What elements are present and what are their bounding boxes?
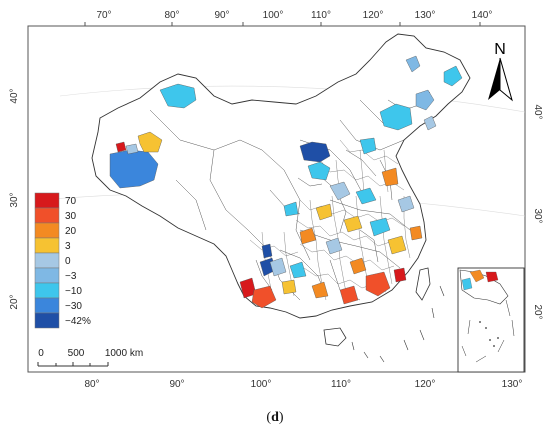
legend-label: 3 — [65, 241, 71, 252]
bottom-longitude-ticks: 80° 90° 100° 110° 120° 130° — [84, 379, 522, 390]
legend-swatch — [34, 192, 60, 209]
region-c-5 — [315, 203, 333, 221]
hainan-island — [323, 327, 347, 347]
taiwan-island — [415, 267, 431, 301]
region-sw-5 — [269, 257, 287, 277]
figure-caption: (d) — [0, 410, 550, 426]
top-tick-label: 120° — [363, 10, 384, 21]
top-tick-label: 110° — [311, 10, 331, 21]
region-west-red — [115, 141, 127, 153]
region-s-5 — [289, 261, 307, 279]
top-longitude-ticks: 70° 80° 90° 100° 110° 120° 130° 140° — [84, 10, 493, 26]
region-s-3 — [393, 267, 407, 283]
region-ne-5 — [423, 115, 437, 131]
right-tick-label: 20° — [532, 304, 543, 319]
region-c-11 — [409, 225, 423, 241]
bottom-tick-label: 130° — [502, 379, 523, 390]
region-c-8 — [299, 227, 317, 245]
legend-swatch — [34, 297, 60, 314]
right-tick-label: 30° — [532, 208, 543, 223]
region-northwest — [159, 83, 197, 109]
left-latitude-ticks: 40° 30° 20° — [9, 88, 20, 309]
legend-swatch — [34, 237, 60, 254]
region-c-1 — [329, 181, 351, 201]
region-s-2 — [339, 285, 359, 305]
scale-label-1000: 1000 km — [105, 348, 143, 359]
bottom-tick-label: 120° — [415, 379, 436, 390]
legend-swatch — [34, 252, 60, 269]
north-label: N — [494, 41, 506, 58]
region-north-dark — [299, 141, 331, 163]
top-tick-label: 70° — [96, 10, 111, 21]
top-tick-label: 90° — [214, 10, 229, 21]
south-china-sea-inset — [457, 267, 525, 373]
region-s-1 — [365, 271, 391, 297]
region-c-7 — [369, 217, 391, 237]
region-ne-2 — [415, 89, 435, 111]
legend-swatch — [34, 267, 60, 284]
caption-close: ) — [278, 410, 284, 425]
region-c-2 — [355, 187, 377, 205]
bottom-tick-label: 80° — [84, 379, 99, 390]
legend-label: 30 — [65, 211, 77, 222]
region-c-10 — [387, 235, 407, 255]
left-tick-label: 30° — [9, 192, 20, 207]
region-c-6 — [343, 215, 363, 233]
region-ne-4 — [405, 55, 421, 73]
region-west-light — [125, 143, 139, 155]
legend-label: −30 — [65, 301, 82, 312]
region-west-yellow — [137, 131, 163, 153]
region-ne-3 — [443, 65, 463, 87]
caption-open: ( — [266, 410, 272, 425]
legend-swatch — [34, 222, 60, 239]
region-c-12 — [283, 201, 299, 217]
right-tick-label: 40° — [532, 104, 543, 119]
legend-swatch — [34, 312, 60, 329]
region-sw-4 — [261, 243, 273, 259]
north-arrow: N — [488, 41, 513, 102]
bottom-tick-label: 100° — [251, 379, 272, 390]
top-tick-label: 130° — [415, 10, 436, 21]
legend-label: −10 — [65, 286, 82, 297]
north-arrow-icon — [488, 58, 500, 100]
region-sw-6 — [281, 279, 297, 295]
right-latitude-ticks: 40° 30° 20° — [532, 104, 543, 319]
scale-bar: 0 500 1000 km — [37, 348, 143, 367]
scale-label-0: 0 — [38, 348, 44, 359]
left-tick-label: 20° — [9, 294, 20, 309]
region-north-cyan — [307, 161, 331, 181]
region-ne-1 — [379, 103, 413, 131]
bottom-tick-label: 110° — [331, 379, 351, 390]
region-s-4 — [311, 281, 329, 299]
colored-regions — [109, 55, 463, 309]
caption-letter: d — [271, 410, 279, 425]
top-tick-label: 100° — [263, 10, 284, 21]
top-tick-label: 80° — [164, 10, 179, 21]
legend-label: 0 — [65, 256, 71, 267]
legend-label: 70 — [65, 196, 77, 207]
legend-label: 20 — [65, 226, 77, 237]
legend-swatch — [34, 207, 60, 224]
region-c-4 — [397, 195, 415, 213]
left-tick-label: 40° — [9, 88, 20, 103]
region-sw-2 — [251, 285, 277, 309]
scale-label-500: 500 — [68, 348, 85, 359]
legend-label: −42% — [65, 316, 91, 327]
legend-label: −3 — [65, 271, 77, 282]
bottom-tick-label: 90° — [169, 379, 184, 390]
region-c-9 — [325, 237, 343, 255]
region-c-13 — [349, 257, 367, 275]
region-ne-6 — [359, 137, 377, 155]
region-c-3 — [381, 167, 399, 187]
top-tick-label: 140° — [472, 10, 493, 21]
legend-swatch — [34, 282, 60, 299]
sea-boundary-dashes — [351, 285, 445, 363]
